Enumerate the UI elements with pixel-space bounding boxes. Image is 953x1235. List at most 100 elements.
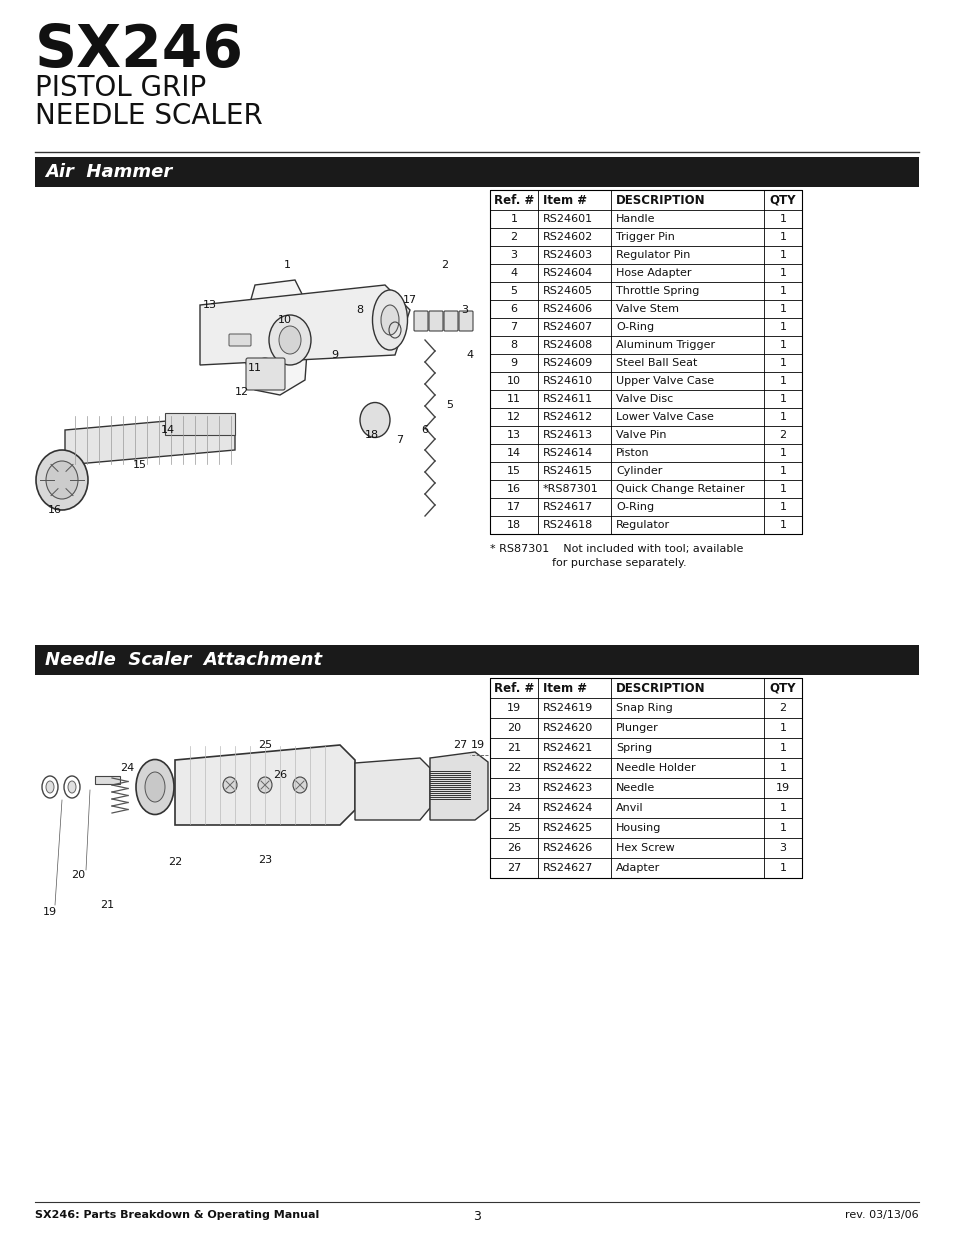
Text: RS24617: RS24617 bbox=[542, 501, 593, 513]
Text: 5: 5 bbox=[510, 287, 517, 296]
Text: RS24626: RS24626 bbox=[542, 844, 593, 853]
Text: * RS87301    Not included with tool; available: * RS87301 Not included with tool; availa… bbox=[490, 543, 742, 555]
Text: PISTOL GRIP: PISTOL GRIP bbox=[35, 74, 206, 103]
Text: RS24622: RS24622 bbox=[542, 763, 593, 773]
Text: RS24614: RS24614 bbox=[542, 448, 593, 458]
Text: Steel Ball Seat: Steel Ball Seat bbox=[616, 358, 697, 368]
Text: 16: 16 bbox=[506, 484, 520, 494]
Text: 3: 3 bbox=[461, 305, 468, 315]
Text: RS24604: RS24604 bbox=[542, 268, 593, 278]
Text: Valve Pin: Valve Pin bbox=[616, 430, 666, 440]
Text: RS24615: RS24615 bbox=[542, 466, 593, 475]
Text: RS24613: RS24613 bbox=[542, 430, 593, 440]
Text: Quick Change Retainer: Quick Change Retainer bbox=[616, 484, 744, 494]
Bar bbox=[35, 157, 918, 186]
Bar bbox=[95, 776, 120, 784]
Text: 22: 22 bbox=[506, 763, 520, 773]
Text: SX246: Parts Breakdown & Operating Manual: SX246: Parts Breakdown & Operating Manua… bbox=[35, 1210, 319, 1220]
Text: 1: 1 bbox=[779, 466, 785, 475]
Text: 7: 7 bbox=[510, 322, 517, 332]
Text: Spring: Spring bbox=[616, 743, 652, 753]
Ellipse shape bbox=[269, 315, 311, 366]
Text: 1: 1 bbox=[779, 249, 785, 261]
Text: O-Ring: O-Ring bbox=[616, 501, 654, 513]
Text: RS24625: RS24625 bbox=[542, 823, 593, 832]
Polygon shape bbox=[200, 285, 410, 366]
Ellipse shape bbox=[254, 358, 274, 382]
Text: Ref. #: Ref. # bbox=[494, 682, 534, 694]
Text: 1: 1 bbox=[779, 375, 785, 387]
Text: RS24618: RS24618 bbox=[542, 520, 593, 530]
Text: 1: 1 bbox=[779, 412, 785, 422]
Ellipse shape bbox=[145, 772, 165, 802]
Text: 5: 5 bbox=[446, 400, 453, 410]
Polygon shape bbox=[430, 752, 488, 820]
Text: Air  Hammer: Air Hammer bbox=[45, 163, 172, 182]
Text: 14: 14 bbox=[506, 448, 520, 458]
Text: Snap Ring: Snap Ring bbox=[616, 703, 672, 713]
Text: 1: 1 bbox=[779, 287, 785, 296]
Text: Throttle Spring: Throttle Spring bbox=[616, 287, 699, 296]
Ellipse shape bbox=[46, 781, 54, 793]
Text: 23: 23 bbox=[506, 783, 520, 793]
Text: Housing: Housing bbox=[616, 823, 660, 832]
Text: 1: 1 bbox=[779, 394, 785, 404]
Text: RS24608: RS24608 bbox=[542, 340, 593, 350]
Text: 1: 1 bbox=[779, 304, 785, 314]
Text: QTY: QTY bbox=[769, 194, 796, 206]
Polygon shape bbox=[174, 745, 355, 825]
Text: 25: 25 bbox=[257, 740, 272, 750]
Text: rev. 03/13/06: rev. 03/13/06 bbox=[844, 1210, 918, 1220]
Text: 11: 11 bbox=[248, 363, 262, 373]
Text: 8: 8 bbox=[356, 305, 363, 315]
Text: RS24607: RS24607 bbox=[542, 322, 593, 332]
Text: 22: 22 bbox=[168, 857, 182, 867]
Text: 26: 26 bbox=[273, 769, 287, 781]
Text: Trigger Pin: Trigger Pin bbox=[616, 232, 674, 242]
FancyBboxPatch shape bbox=[246, 358, 285, 390]
Text: for purchase separately.: for purchase separately. bbox=[552, 558, 686, 568]
Text: Handle: Handle bbox=[616, 214, 655, 224]
Text: DESCRIPTION: DESCRIPTION bbox=[616, 194, 705, 206]
Text: RS24619: RS24619 bbox=[542, 703, 593, 713]
Text: 18: 18 bbox=[365, 430, 378, 440]
Text: 1: 1 bbox=[779, 358, 785, 368]
Text: 9: 9 bbox=[331, 350, 338, 359]
Text: 2: 2 bbox=[779, 703, 785, 713]
Text: Needle: Needle bbox=[616, 783, 655, 793]
Text: 1: 1 bbox=[779, 484, 785, 494]
FancyBboxPatch shape bbox=[458, 311, 473, 331]
Text: 26: 26 bbox=[506, 844, 520, 853]
Text: 2: 2 bbox=[779, 430, 785, 440]
Ellipse shape bbox=[36, 450, 88, 510]
Ellipse shape bbox=[278, 326, 301, 354]
Text: 1: 1 bbox=[779, 340, 785, 350]
Polygon shape bbox=[245, 280, 310, 395]
Polygon shape bbox=[355, 758, 430, 820]
Text: RS24611: RS24611 bbox=[542, 394, 593, 404]
Text: Hose Adapter: Hose Adapter bbox=[616, 268, 691, 278]
Text: O-Ring: O-Ring bbox=[616, 322, 654, 332]
Text: Plunger: Plunger bbox=[616, 722, 659, 734]
Ellipse shape bbox=[257, 777, 272, 793]
Text: Regulator: Regulator bbox=[616, 520, 669, 530]
Text: 16: 16 bbox=[48, 505, 62, 515]
Text: 1: 1 bbox=[779, 232, 785, 242]
Text: Needle  Scaler  Attachment: Needle Scaler Attachment bbox=[45, 651, 322, 669]
Text: 20: 20 bbox=[506, 722, 520, 734]
Text: Upper Valve Case: Upper Valve Case bbox=[616, 375, 714, 387]
Text: 3: 3 bbox=[510, 249, 517, 261]
Text: 12: 12 bbox=[506, 412, 520, 422]
Text: RS24610: RS24610 bbox=[542, 375, 593, 387]
Text: DESCRIPTION: DESCRIPTION bbox=[616, 682, 705, 694]
Ellipse shape bbox=[372, 290, 407, 350]
Text: 1: 1 bbox=[779, 322, 785, 332]
Text: 24: 24 bbox=[120, 763, 134, 773]
Text: 15: 15 bbox=[506, 466, 520, 475]
Text: RS24623: RS24623 bbox=[542, 783, 593, 793]
Ellipse shape bbox=[293, 777, 307, 793]
Text: SX246: SX246 bbox=[35, 22, 244, 79]
Ellipse shape bbox=[380, 305, 398, 335]
Text: 1: 1 bbox=[779, 863, 785, 873]
Text: 27: 27 bbox=[506, 863, 520, 873]
